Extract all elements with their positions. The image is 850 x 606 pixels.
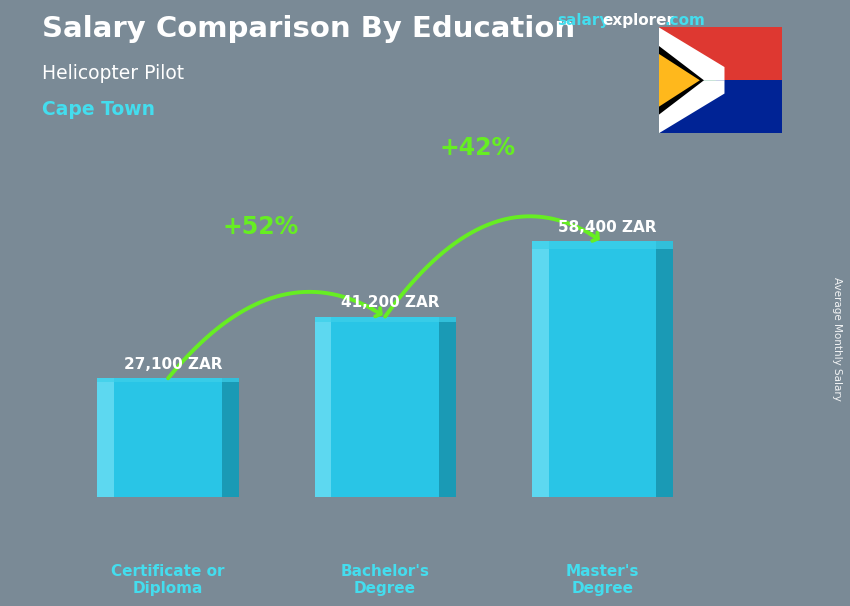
Text: 27,100 ZAR: 27,100 ZAR	[124, 357, 223, 371]
Polygon shape	[659, 27, 717, 133]
Bar	[98, 378, 239, 382]
Text: salary: salary	[557, 13, 609, 28]
Bar	[531, 241, 548, 497]
Bar	[314, 316, 456, 322]
Text: 41,200 ZAR: 41,200 ZAR	[342, 295, 439, 310]
Text: +52%: +52%	[222, 215, 298, 239]
Text: Helicopter Pilot: Helicopter Pilot	[42, 64, 184, 82]
Bar	[659, 80, 782, 133]
Bar	[531, 241, 672, 249]
Polygon shape	[659, 46, 704, 115]
Text: Bachelor's
Degree: Bachelor's Degree	[341, 564, 429, 596]
Polygon shape	[659, 80, 724, 133]
Polygon shape	[659, 54, 700, 107]
Text: explorer: explorer	[603, 13, 675, 28]
Bar	[656, 241, 672, 497]
Bar	[439, 316, 456, 497]
Polygon shape	[659, 27, 724, 80]
Text: Cape Town: Cape Town	[42, 100, 156, 119]
FancyBboxPatch shape	[98, 378, 239, 497]
Text: Master's
Degree: Master's Degree	[565, 564, 639, 596]
Text: 58,400 ZAR: 58,400 ZAR	[558, 220, 657, 235]
Bar	[659, 27, 782, 80]
Text: Certificate or
Diploma: Certificate or Diploma	[111, 564, 224, 596]
Bar	[222, 378, 239, 497]
FancyBboxPatch shape	[314, 316, 456, 497]
FancyBboxPatch shape	[531, 241, 672, 497]
Text: Average Monthly Salary: Average Monthly Salary	[832, 278, 842, 401]
Bar	[98, 378, 115, 497]
Bar	[314, 316, 332, 497]
Text: .com: .com	[665, 13, 706, 28]
Text: Salary Comparison By Education: Salary Comparison By Education	[42, 15, 575, 43]
Text: +42%: +42%	[439, 136, 515, 159]
